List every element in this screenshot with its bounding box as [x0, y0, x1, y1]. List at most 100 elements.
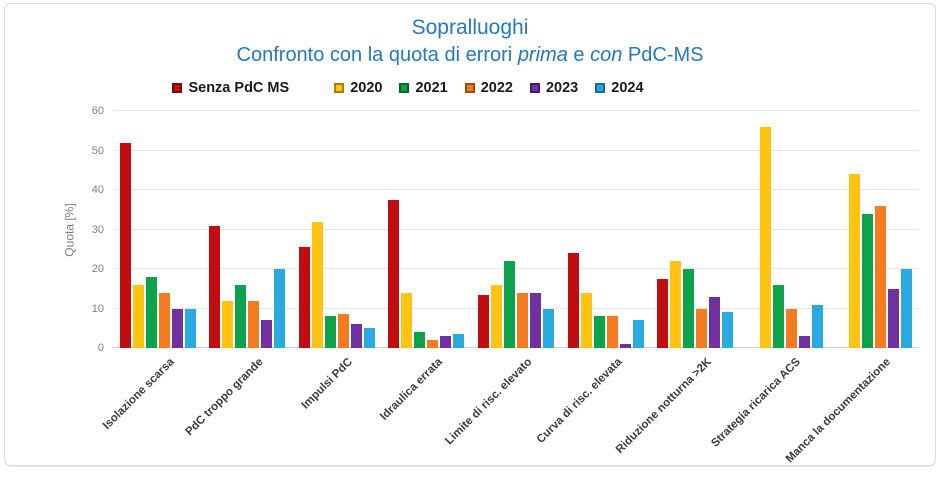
bar-2023 [888, 288, 900, 348]
x-axis-labels: Isolazione scarsa PdC troppo grande Impuls… [100, 348, 919, 465]
bar-senza-pdc-ms [119, 142, 131, 348]
subtitle-segment: Confronto con la quota di errori [236, 44, 518, 66]
bar-2020 [849, 174, 861, 348]
bar-2021 [235, 284, 247, 348]
bar-group [836, 111, 913, 348]
bar-2021 [593, 316, 605, 348]
bar-2021 [504, 261, 515, 348]
bar-senza-pdc-ms [298, 247, 310, 348]
legend-item-senza-pdc-ms: Senza PdC MS [172, 80, 289, 96]
bar-senza-pdc-ms [209, 225, 221, 348]
gridline [113, 110, 919, 111]
bar-2022 [875, 205, 887, 348]
bar-2020 [222, 300, 234, 348]
bar-2022 [427, 340, 439, 348]
subtitle-segment: prima [517, 44, 568, 66]
bar-2023 [530, 292, 541, 348]
gridline [113, 189, 919, 191]
legend-swatch-icon [399, 83, 410, 93]
bar-2024 [184, 308, 196, 348]
bar-senza-pdc-ms [478, 294, 489, 348]
legend-label: 2020 [350, 80, 383, 96]
bar-2023 [619, 344, 631, 348]
bar-group [747, 111, 823, 348]
bar-2021 [772, 284, 784, 348]
subtitle-segment: PdC-MS [622, 44, 704, 66]
y-tick-label: 50 [91, 144, 104, 157]
y-tick-label: 30 [91, 223, 104, 236]
legend-swatch-icon [464, 83, 475, 93]
gridline [113, 347, 919, 348]
x-axis-label: Manca la documentazione [783, 356, 893, 466]
y-tick-label: 20 [91, 263, 104, 276]
bar-2022 [606, 316, 618, 348]
bar-2020 [311, 221, 323, 348]
legend-swatch-icon [172, 83, 183, 93]
bar-2023 [709, 296, 721, 348]
bar-group [388, 111, 465, 348]
gridline [113, 149, 919, 151]
legend-swatch-icon [334, 83, 345, 93]
bar-2021 [862, 213, 874, 348]
bar-2022 [517, 292, 528, 348]
subtitle-segment: e [567, 44, 591, 66]
x-axis-label: Curva di risc. elevata [534, 356, 625, 446]
chart-card: Sopralluoghi Confronto con la quota di e… [4, 3, 936, 466]
bar-2024 [632, 320, 644, 348]
bar-2020 [401, 292, 413, 348]
gridline [113, 228, 919, 230]
bar-2022 [158, 292, 170, 348]
legend-item-2023: 2023 [529, 80, 579, 96]
bar-2020 [491, 284, 502, 348]
x-axis-label: PdC troppo grande [183, 356, 266, 439]
bar-2023 [171, 308, 183, 348]
y-tick-label: 10 [91, 302, 104, 315]
x-axis-label: Isolazione scarsa [100, 356, 177, 432]
bar-2020 [132, 284, 144, 348]
bar-2023 [261, 320, 273, 348]
bar-2024 [901, 269, 913, 348]
plot-area: Quota [%] 0 10 20 30 40 50 60 Isolazione scars… [63, 105, 919, 465]
bar-group [209, 111, 286, 348]
gridline [113, 268, 919, 270]
bar-2023 [440, 336, 452, 348]
y-tick-label: 40 [91, 184, 104, 197]
bar-2024 [363, 328, 375, 348]
bar-senza-pdc-ms [567, 253, 579, 348]
subtitle-segment: con [590, 44, 623, 66]
bar-2022 [337, 314, 349, 348]
bar-group [298, 111, 375, 348]
y-axis-title: Quota [%] [62, 202, 77, 257]
bar-2023 [350, 324, 362, 348]
x-axis-label: Idraulica errata [378, 356, 445, 423]
bar-group [478, 111, 554, 348]
bar-2023 [798, 336, 810, 348]
legend-label: 2022 [480, 80, 513, 96]
legend-label: 2023 [545, 80, 579, 96]
legend-item-2022: 2022 [464, 80, 513, 96]
bar-2024 [274, 269, 286, 348]
bar-2021 [683, 269, 695, 348]
legend-item-2020: 2020 [334, 80, 382, 96]
bar-group [119, 111, 196, 348]
gridline [113, 307, 919, 309]
chart-legend: Senza PdC MS 2020 2021 2022 2023 2024 [0, 80, 873, 96]
bar-2020 [580, 292, 592, 348]
y-tick-label: 0 [97, 342, 104, 354]
legend-item-2024: 2024 [595, 80, 644, 96]
chart-title: Sopralluoghi [411, 16, 529, 39]
bar-2021 [414, 332, 426, 348]
bar-2020 [759, 126, 771, 348]
x-axis-label: Riduzione notturna >2K [613, 356, 714, 456]
bar-2021 [324, 316, 336, 348]
bar-2020 [670, 261, 682, 348]
y-tick-label: 60 [91, 105, 104, 117]
bar-2024 [543, 308, 554, 348]
bar-senza-pdc-ms [657, 278, 669, 348]
bar-senza-pdc-ms [388, 199, 400, 348]
bar-2022 [248, 300, 260, 348]
bar-2022 [785, 308, 797, 348]
chart-subtitle: Confronto con la quota di errori prima e… [5, 44, 935, 67]
x-axis-label: Impulsi PdC [299, 356, 356, 412]
bar-2024 [453, 334, 465, 348]
